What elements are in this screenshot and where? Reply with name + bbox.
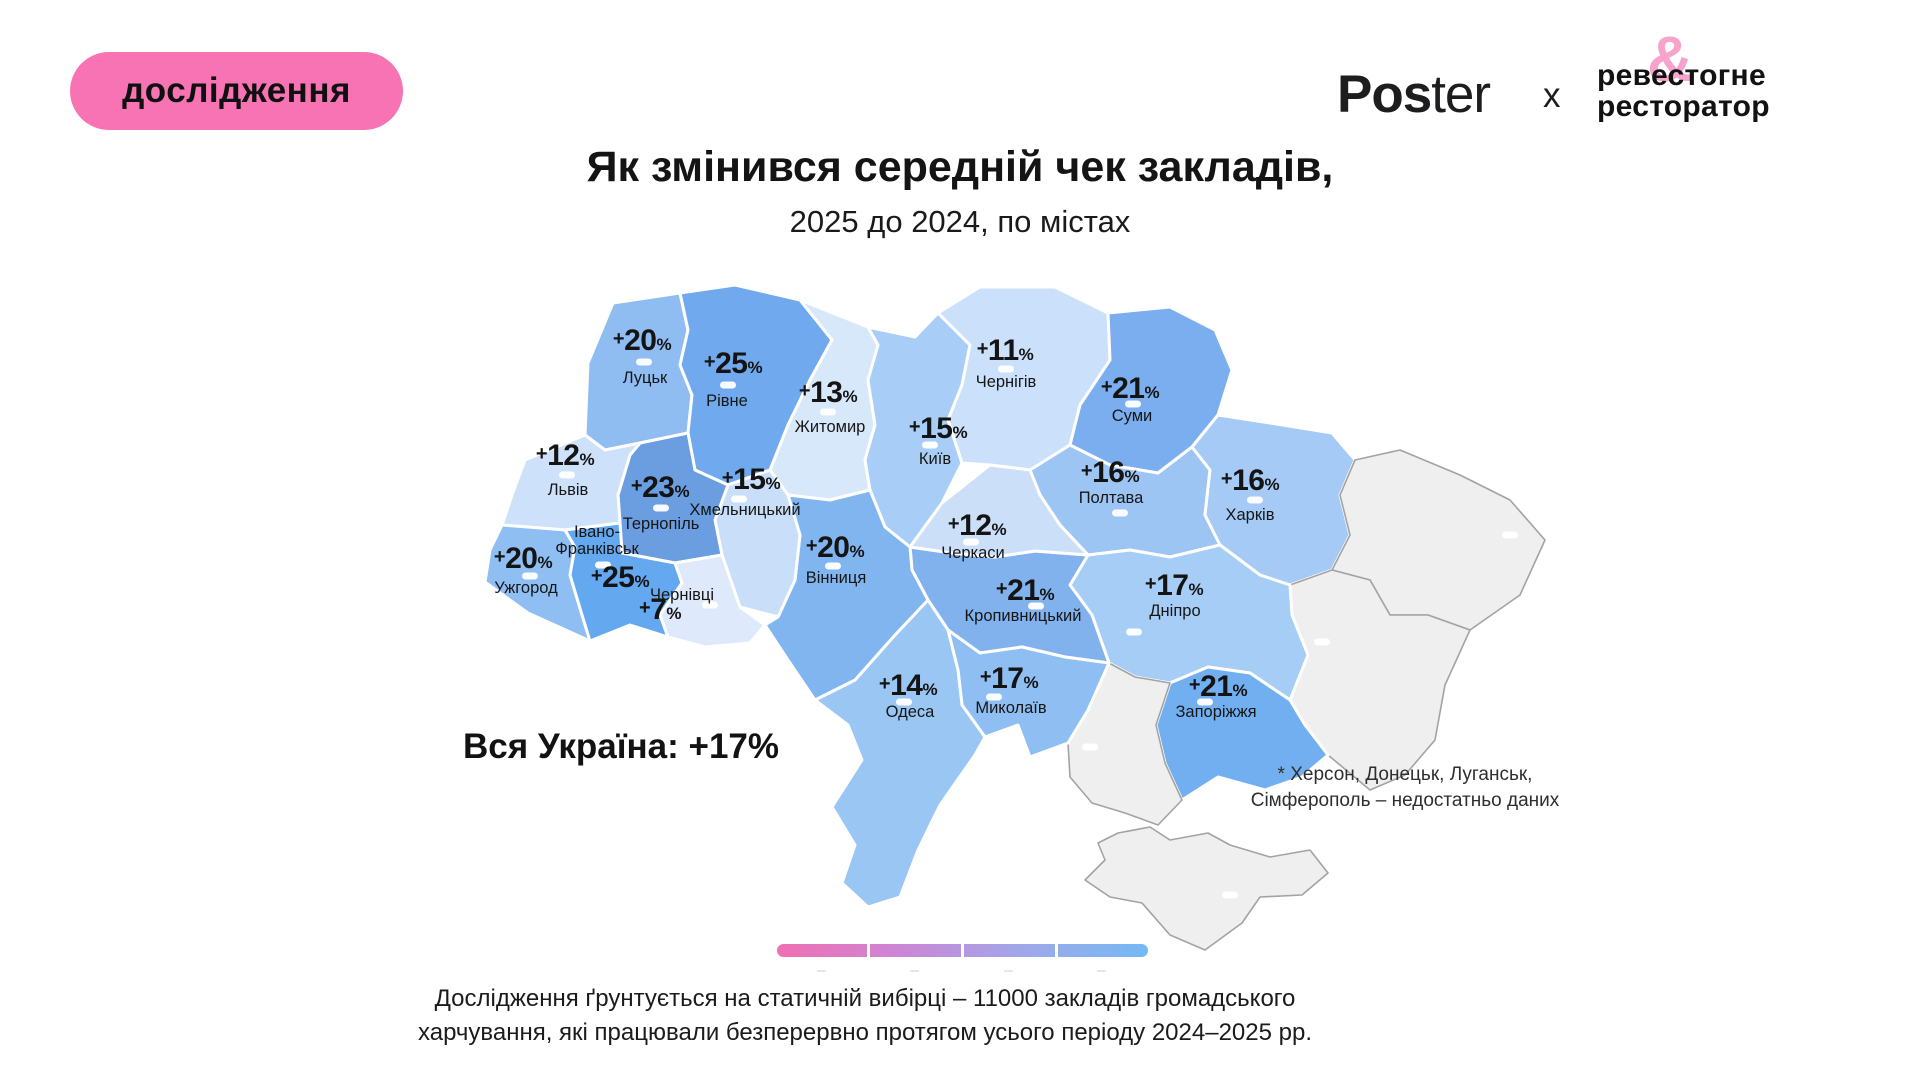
region-value: +7% [639,593,681,626]
city-marker [963,538,979,546]
city-marker [1112,509,1128,517]
city-marker [522,572,538,580]
city-marker [1314,638,1330,646]
region-city-label: Чернівці [650,586,714,604]
region-city-label: Луцьк [623,369,668,387]
page-title: Як змінився середній чек закладів, [586,143,1334,191]
region-value: +12% [536,439,595,472]
region-value: +21% [996,574,1055,607]
methodology-footer-line1: Дослідження ґрунтується на статичній виб… [434,985,1296,1012]
overall-summary: Вся Україна: +17% [463,727,780,766]
region-value: +15% [909,412,968,445]
region-city-label: Дніпро [1149,602,1200,620]
region-city-label: Черкаси [941,544,1005,562]
poster-logo-light: ter [1431,65,1491,124]
region-city-label: Київ [919,450,951,468]
region-lviv [500,433,642,532]
no-data-note-line2: Сімферополь – недостатньо даних [1250,790,1560,811]
city-marker [1247,496,1263,504]
region-cherkasy [908,463,1090,559]
city-marker [595,561,611,569]
region-city-label: Одеса [886,703,936,721]
city-marker [653,504,669,512]
legend-gradient [777,944,1148,957]
region-value: +20% [494,542,553,575]
region-city-label: Львів [548,481,589,499]
region-city-label: Миколаїв [975,699,1047,717]
methodology-footer: Дослідження ґрунтується на статичній виб… [0,982,1730,1050]
city-marker [1082,743,1098,751]
city-marker [1125,400,1141,408]
region-value: +13% [799,376,858,409]
city-marker [986,693,1002,701]
city-marker [702,601,718,609]
legend-divider [1055,944,1058,957]
region-value: +25% [591,561,650,594]
region-city-label: Рівне [706,392,748,410]
legend-divider [961,944,964,957]
region-value: +23% [631,471,690,504]
region-city-label: Харків [1225,506,1274,524]
partner-logo-line2: ресторатор [1597,90,1770,123]
region-city-label: Хмельницький [689,501,800,519]
poster-logo-bold: Pos [1337,65,1432,124]
region-value: +20% [613,324,672,357]
region-value: +21% [1189,670,1248,703]
region-value: +20% [806,531,865,564]
page-subtitle: 2025 до 2024, по містах [789,204,1131,239]
region-city-label: Запоріжжя [1175,703,1256,721]
city-marker [922,441,938,449]
partner-logo-line1: ревестогне [1597,59,1766,92]
region-value: +14% [879,669,938,702]
no-data-note-line1: * Херсон, Донецьк, Луганськ, [1277,764,1533,785]
region-value: +17% [980,662,1039,695]
no-data-note: * Херсон, Донецьк, Луганськ, Сімферополь… [1240,762,1570,814]
city-marker [636,358,652,366]
city-marker [820,408,836,416]
city-marker [1028,602,1044,610]
region-value: +25% [704,347,763,380]
ukraine-choropleth-map: +20% Луцьк +25% Рівне +12% Львів +23% Тернопіль… [470,285,1560,965]
logo-separator: x [1543,76,1561,115]
city-marker [720,381,736,389]
research-badge: дослідження [70,52,403,130]
region-value: +11% [977,334,1034,367]
region-value: +21% [1101,372,1160,405]
region-value: +16% [1221,464,1280,497]
region-city-label: Кропивницький [965,607,1082,625]
city-marker [731,495,747,503]
city-marker [825,562,841,570]
legend-ticks [777,970,1148,974]
region-city-label: Полтава [1079,489,1144,507]
city-marker [1502,531,1518,539]
city-marker [559,471,575,479]
research-badge-label: дослідження [122,71,351,110]
region-crimea [1084,826,1329,951]
region-city-label: Івано-Франківськ [555,523,639,558]
legend-divider [867,944,870,957]
methodology-footer-line2: харчування, які працювали безперервно пр… [417,1019,1312,1046]
region-value: +17% [1145,569,1204,602]
region-city-label: Житомир [795,418,866,436]
partner-logo: & ревестогне ресторатор [1597,27,1770,123]
city-marker [896,698,912,706]
region-city-label: Суми [1112,407,1153,425]
region-city-label: Вінниця [806,569,867,587]
region-city-label: Тернопіль [623,515,700,533]
region-value: +12% [948,509,1007,542]
region-chernivtsi [658,553,767,649]
region-city-label: Ужгород [494,579,558,597]
city-marker [1126,628,1142,636]
region-value: +15% [722,463,781,496]
region-city-label: Чернігів [976,373,1037,391]
city-marker [1222,891,1238,899]
region-value: +16% [1081,456,1140,489]
city-marker [1197,698,1213,706]
poster-logo: Poster [1337,64,1491,125]
city-marker [998,365,1014,373]
